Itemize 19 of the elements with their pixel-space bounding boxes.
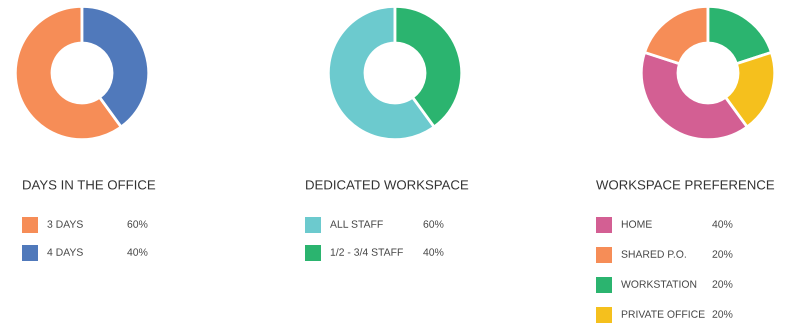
data-label: 20%: [712, 250, 732, 258]
legend-label: HOME: [622, 220, 652, 228]
data-label: 40%: [712, 220, 732, 228]
data-label: 20%: [712, 280, 732, 288]
legend-label: PRIVATE OFFICE: [622, 310, 705, 318]
data-label: 20%: [712, 310, 732, 318]
data-label: 60%: [128, 220, 148, 228]
legend-label: 3 DAYS: [47, 220, 83, 228]
legend-label: 1/2 - 3/4 STAFF: [330, 248, 403, 256]
legend-label: WORKSTATION: [621, 280, 696, 288]
text: DAYS IN THE OFFICE: [23, 180, 156, 190]
legend-label: ALL STAFF: [330, 220, 383, 228]
text: WORKSPACE PREFERENCE: [596, 180, 774, 190]
legend-label: 4 DAYS: [47, 248, 83, 256]
data-label: 40%: [127, 248, 148, 256]
data-label: 40%: [423, 248, 444, 256]
text: DEDICATED WORKSPACE: [306, 180, 468, 190]
legend-label: SHARED P.O.: [621, 250, 686, 258]
data-label: 60%: [424, 220, 444, 228]
